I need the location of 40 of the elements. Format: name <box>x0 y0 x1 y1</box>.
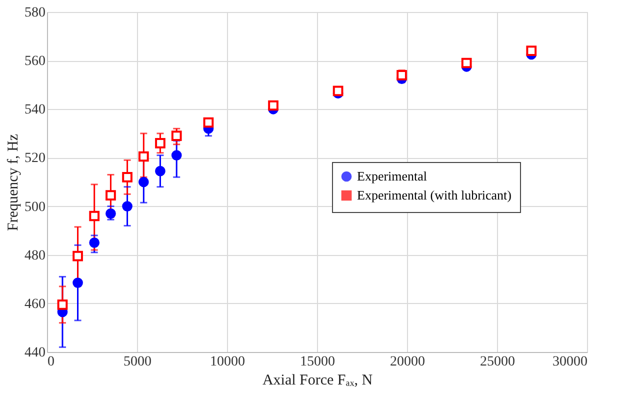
point <box>106 190 116 201</box>
point <box>268 100 278 111</box>
x-tick-label: 0 <box>48 354 54 370</box>
x-tick-label: 25000 <box>480 354 515 370</box>
x-tick-label: 5000 <box>124 354 152 370</box>
point <box>138 151 149 162</box>
point <box>171 130 182 142</box>
point <box>122 201 132 212</box>
point <box>89 238 100 248</box>
point <box>106 208 116 219</box>
point <box>122 172 132 182</box>
point <box>332 86 344 96</box>
legend-label: Experimental (with lubricant) <box>357 188 512 202</box>
point <box>171 150 182 160</box>
point <box>461 58 472 68</box>
y-tick-label: 520 <box>24 151 46 166</box>
point <box>526 46 537 56</box>
y-tick-label: 500 <box>24 200 46 215</box>
x-tick-label: 20000 <box>390 354 425 370</box>
point <box>155 138 166 148</box>
point <box>203 117 214 128</box>
point <box>72 278 83 288</box>
y-tick-label: 560 <box>24 54 46 70</box>
point <box>89 210 100 222</box>
y-tick-label: 580 <box>24 6 46 20</box>
y-tick-label: 480 <box>24 248 46 264</box>
point <box>396 70 407 80</box>
point <box>155 166 166 176</box>
y-tick-label: 440 <box>24 346 46 360</box>
y-tick-label: 540 <box>24 102 46 118</box>
legend-label: Experimental <box>357 168 428 184</box>
x-tick-label: 10000 <box>210 354 245 370</box>
point <box>138 176 149 188</box>
x-tick-label: 30000 <box>552 354 588 370</box>
y-tick-label: 460 <box>24 296 46 312</box>
y-axis-title: Frequency f, Hz <box>6 134 22 232</box>
x-axis-title: Axial Force Fₐₓ, N <box>262 372 373 388</box>
x-tick-label: 15000 <box>300 354 335 370</box>
point <box>72 250 83 262</box>
point <box>57 299 68 310</box>
